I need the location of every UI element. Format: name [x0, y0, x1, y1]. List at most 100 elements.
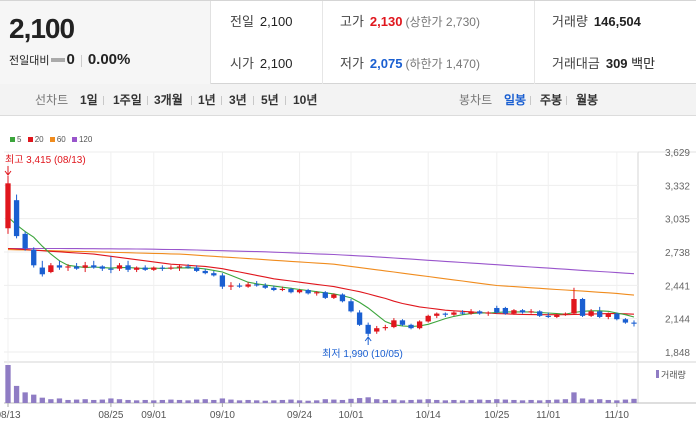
- candle-body[interactable]: [22, 233, 28, 249]
- volume-bar[interactable]: [468, 399, 474, 403]
- candle-weekly[interactable]: 주봉: [540, 93, 563, 107]
- candle-body[interactable]: [305, 290, 311, 294]
- candle-body[interactable]: [245, 284, 251, 287]
- candle-body[interactable]: [425, 315, 431, 322]
- candle-body[interactable]: [365, 324, 371, 334]
- candle-body[interactable]: [588, 311, 594, 316]
- volume-bar[interactable]: [562, 399, 569, 403]
- candle-body[interactable]: [31, 249, 37, 266]
- candle-body[interactable]: [374, 328, 380, 332]
- volume-bar[interactable]: [236, 400, 243, 403]
- candle-body[interactable]: [288, 288, 294, 293]
- volume-bar[interactable]: [528, 399, 534, 403]
- candle-body[interactable]: [236, 285, 243, 287]
- period-1w[interactable]: 1주일: [113, 93, 142, 107]
- volume-bar[interactable]: [631, 398, 637, 403]
- volume-bar[interactable]: [305, 400, 311, 403]
- candle-monthly[interactable]: 월봉: [576, 93, 599, 107]
- volume-bar[interactable]: [5, 365, 11, 403]
- candle-body[interactable]: [142, 267, 148, 270]
- candle-body[interactable]: [511, 310, 517, 314]
- volume-bar[interactable]: [519, 400, 526, 403]
- volume-bar[interactable]: [142, 399, 148, 403]
- volume-bar[interactable]: [133, 400, 140, 403]
- volume-bar[interactable]: [193, 399, 200, 403]
- candle-body[interactable]: [39, 267, 45, 275]
- volume-bar[interactable]: [159, 399, 166, 403]
- volume-bar[interactable]: [185, 400, 191, 403]
- candle-body[interactable]: [468, 311, 474, 314]
- candle-body[interactable]: [91, 265, 97, 268]
- volume-bar[interactable]: [91, 399, 97, 403]
- candle-body[interactable]: [82, 265, 88, 268]
- volume-bar[interactable]: [22, 392, 28, 403]
- candle-body[interactable]: [13, 200, 20, 237]
- candle-body[interactable]: [519, 310, 526, 313]
- candle-body[interactable]: [108, 268, 114, 270]
- candle-body[interactable]: [434, 313, 440, 316]
- candle-body[interactable]: [116, 265, 123, 269]
- candle-body[interactable]: [168, 267, 174, 269]
- candle-body[interactable]: [125, 265, 131, 270]
- candle-body[interactable]: [382, 327, 388, 329]
- volume-bar[interactable]: [537, 400, 543, 403]
- candle-body[interactable]: [537, 311, 543, 316]
- volume-bar[interactable]: [322, 399, 328, 403]
- volume-bar[interactable]: [554, 399, 560, 403]
- volume-bar[interactable]: [348, 398, 354, 403]
- candle-body[interactable]: [408, 324, 414, 329]
- volume-bar[interactable]: [65, 399, 71, 403]
- candle-body[interactable]: [262, 285, 268, 288]
- candle-body[interactable]: [391, 320, 397, 328]
- candle-body[interactable]: [56, 265, 63, 268]
- period-3y[interactable]: 3년: [229, 93, 247, 107]
- period-10y[interactable]: 10년: [293, 93, 318, 107]
- candle-body[interactable]: [219, 275, 226, 287]
- volume-bar[interactable]: [271, 400, 277, 403]
- candle-daily[interactable]: 일봉: [504, 93, 527, 107]
- candle-body[interactable]: [416, 321, 423, 329]
- candle-body[interactable]: [485, 312, 491, 314]
- candle-body[interactable]: [296, 290, 303, 293]
- candle-body[interactable]: [331, 294, 337, 298]
- candle-body[interactable]: [176, 266, 183, 268]
- candle-body[interactable]: [545, 315, 551, 317]
- candle-body[interactable]: [476, 311, 483, 314]
- candle-body[interactable]: [99, 266, 105, 269]
- candle-body[interactable]: [65, 266, 71, 268]
- volume-bar[interactable]: [288, 399, 294, 403]
- volume-bar[interactable]: [176, 399, 183, 403]
- candle-body[interactable]: [271, 287, 277, 291]
- candle-body[interactable]: [614, 313, 620, 320]
- candle-body[interactable]: [202, 270, 208, 274]
- volume-bar[interactable]: [459, 400, 466, 403]
- volume-bar[interactable]: [314, 400, 320, 403]
- candle-body[interactable]: [48, 265, 54, 273]
- candle-body[interactable]: [597, 311, 603, 317]
- candle-body[interactable]: [494, 307, 500, 313]
- volume-bar[interactable]: [502, 399, 509, 403]
- volume-bar[interactable]: [434, 399, 440, 403]
- volume-bar[interactable]: [116, 399, 123, 403]
- volume-bar[interactable]: [228, 399, 234, 403]
- candle-body[interactable]: [356, 312, 363, 325]
- candle-body[interactable]: [571, 298, 577, 314]
- period-1d[interactable]: 1일: [80, 93, 98, 107]
- candle-body[interactable]: [579, 298, 586, 316]
- candle-body[interactable]: [399, 320, 406, 325]
- candle-body[interactable]: [451, 312, 457, 315]
- volume-bar[interactable]: [108, 398, 114, 403]
- candle-body[interactable]: [554, 314, 560, 317]
- volume-bar[interactable]: [56, 398, 63, 403]
- candle-body[interactable]: [502, 307, 509, 314]
- volume-bar[interactable]: [408, 399, 414, 403]
- volume-bar[interactable]: [579, 398, 586, 403]
- volume-bar[interactable]: [31, 394, 37, 403]
- volume-bar[interactable]: [399, 400, 406, 403]
- candle-body[interactable]: [605, 313, 611, 317]
- volume-bar[interactable]: [622, 399, 629, 403]
- candle-body[interactable]: [151, 267, 157, 270]
- candle-body[interactable]: [339, 294, 346, 302]
- candle-body[interactable]: [631, 322, 637, 324]
- volume-bar[interactable]: [331, 399, 337, 403]
